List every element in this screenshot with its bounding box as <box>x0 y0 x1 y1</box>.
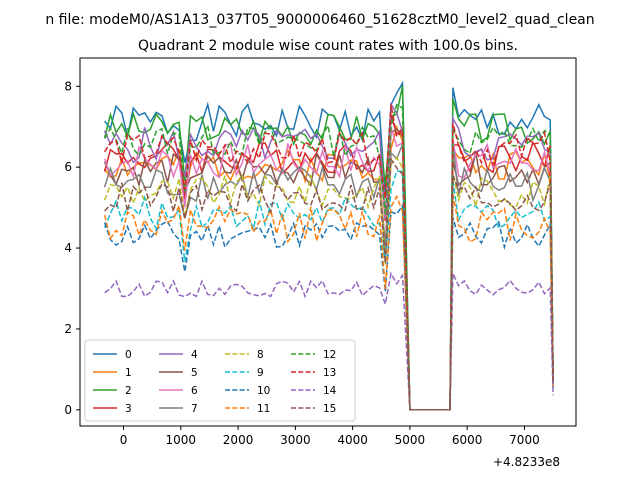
legend-label-2: 2 <box>125 385 132 397</box>
plot-frame <box>79 57 577 427</box>
series-line-0 <box>104 80 554 411</box>
series-line-4 <box>103 101 554 411</box>
legend-label-13: 13 <box>323 367 336 379</box>
series-line-14 <box>104 271 554 411</box>
legend-label-3: 3 <box>125 403 132 415</box>
x-tick-label: 2000 <box>223 433 254 447</box>
x-offset-label: +4.8233e8 <box>493 455 560 469</box>
y-tick-label: 6 <box>64 160 72 174</box>
series-line-11 <box>103 193 554 411</box>
x-tick-label: 0 <box>120 433 128 447</box>
legend-box <box>84 339 356 422</box>
series-line-12 <box>103 103 554 411</box>
legend-label-14: 14 <box>323 385 337 397</box>
y-tick-label: 2 <box>64 322 72 336</box>
x-tick-label: 3000 <box>280 433 311 447</box>
legend-label-5: 5 <box>191 367 198 379</box>
file-title: n file: modeM0/AS1A13_037T05_9000006460_… <box>45 12 594 28</box>
y-tick-label: 0 <box>64 403 72 417</box>
x-tick-label: 7000 <box>509 433 540 447</box>
legend-label-15: 15 <box>323 403 336 415</box>
legend-label-12: 12 <box>323 349 336 361</box>
series-line-2 <box>103 85 554 411</box>
legend-label-8: 8 <box>257 349 264 361</box>
legend-label-7: 7 <box>191 403 198 415</box>
legend-label-11: 11 <box>257 403 270 415</box>
y-tick-label: 4 <box>64 241 72 255</box>
series-line-6 <box>103 127 554 411</box>
x-tick-label: 6000 <box>452 433 483 447</box>
y-tick-label: 8 <box>64 79 72 93</box>
legend-label-1: 1 <box>125 367 132 379</box>
series-line-3 <box>103 114 554 411</box>
legend-label-0: 0 <box>125 349 132 361</box>
legend-label-9: 9 <box>257 367 264 379</box>
legend-label-10: 10 <box>257 385 270 397</box>
x-tick-label: 4000 <box>337 433 368 447</box>
x-tick-label: 5000 <box>395 433 426 447</box>
legend-label-6: 6 <box>191 385 198 397</box>
series-line-8 <box>103 156 554 411</box>
chart-title: Quadrant 2 module wise count rates with … <box>138 38 518 54</box>
x-tick-label: 1000 <box>166 433 197 447</box>
legend-label-4: 4 <box>191 349 198 361</box>
series-layer <box>103 80 554 411</box>
axes: 0 1000 2000 3000 4000 5000 6000 7000 0 2 4 6 8 <box>64 79 539 447</box>
series-line-13 <box>103 104 554 411</box>
series-line-15 <box>104 156 554 411</box>
